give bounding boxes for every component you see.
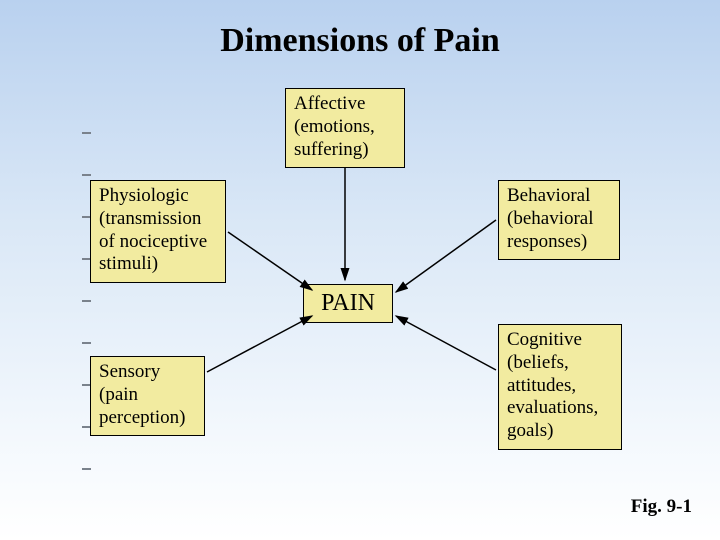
node-line: (transmission (99, 208, 201, 229)
node-behavioral: Behavioral (behavioral responses) (498, 180, 620, 260)
slide-canvas: Dimensions of Pain Affective (emotions, … (0, 0, 720, 540)
node-line: (beliefs, (507, 352, 569, 373)
node-line: (behavioral (507, 208, 594, 229)
node-physiologic: Physiologic (transmission of nociceptive… (90, 180, 226, 283)
node-line: goals) (507, 420, 553, 441)
arrow-behavioral (396, 220, 496, 292)
slide-title: Dimensions of Pain (0, 22, 720, 60)
node-line: stimuli) (99, 253, 158, 274)
node-line: perception) (99, 407, 186, 428)
center-label: PAIN (321, 290, 375, 316)
node-line: (pain (99, 384, 138, 405)
node-line: evaluations, (507, 397, 598, 418)
node-title: Cognitive (507, 329, 582, 350)
arrow-sensory (207, 316, 312, 372)
node-title: Physiologic (99, 185, 189, 206)
node-affective: Affective (emotions, suffering) (285, 88, 405, 168)
node-title: Sensory (99, 361, 160, 382)
node-line: attitudes, (507, 375, 576, 396)
node-line: (emotions, (294, 116, 375, 137)
node-sensory: Sensory (pain perception) (90, 356, 205, 436)
arrow-physiologic (228, 232, 312, 290)
node-center-pain: PAIN (303, 284, 393, 323)
arrow-cognitive (396, 316, 496, 370)
node-title: Affective (294, 93, 365, 114)
node-line: responses) (507, 231, 587, 252)
node-title: Behavioral (507, 185, 590, 206)
node-line: suffering) (294, 139, 369, 160)
node-line: of nociceptive (99, 231, 207, 252)
figure-reference: Fig. 9-1 (631, 496, 692, 518)
node-cognitive: Cognitive (beliefs, attitudes, evaluatio… (498, 324, 622, 450)
